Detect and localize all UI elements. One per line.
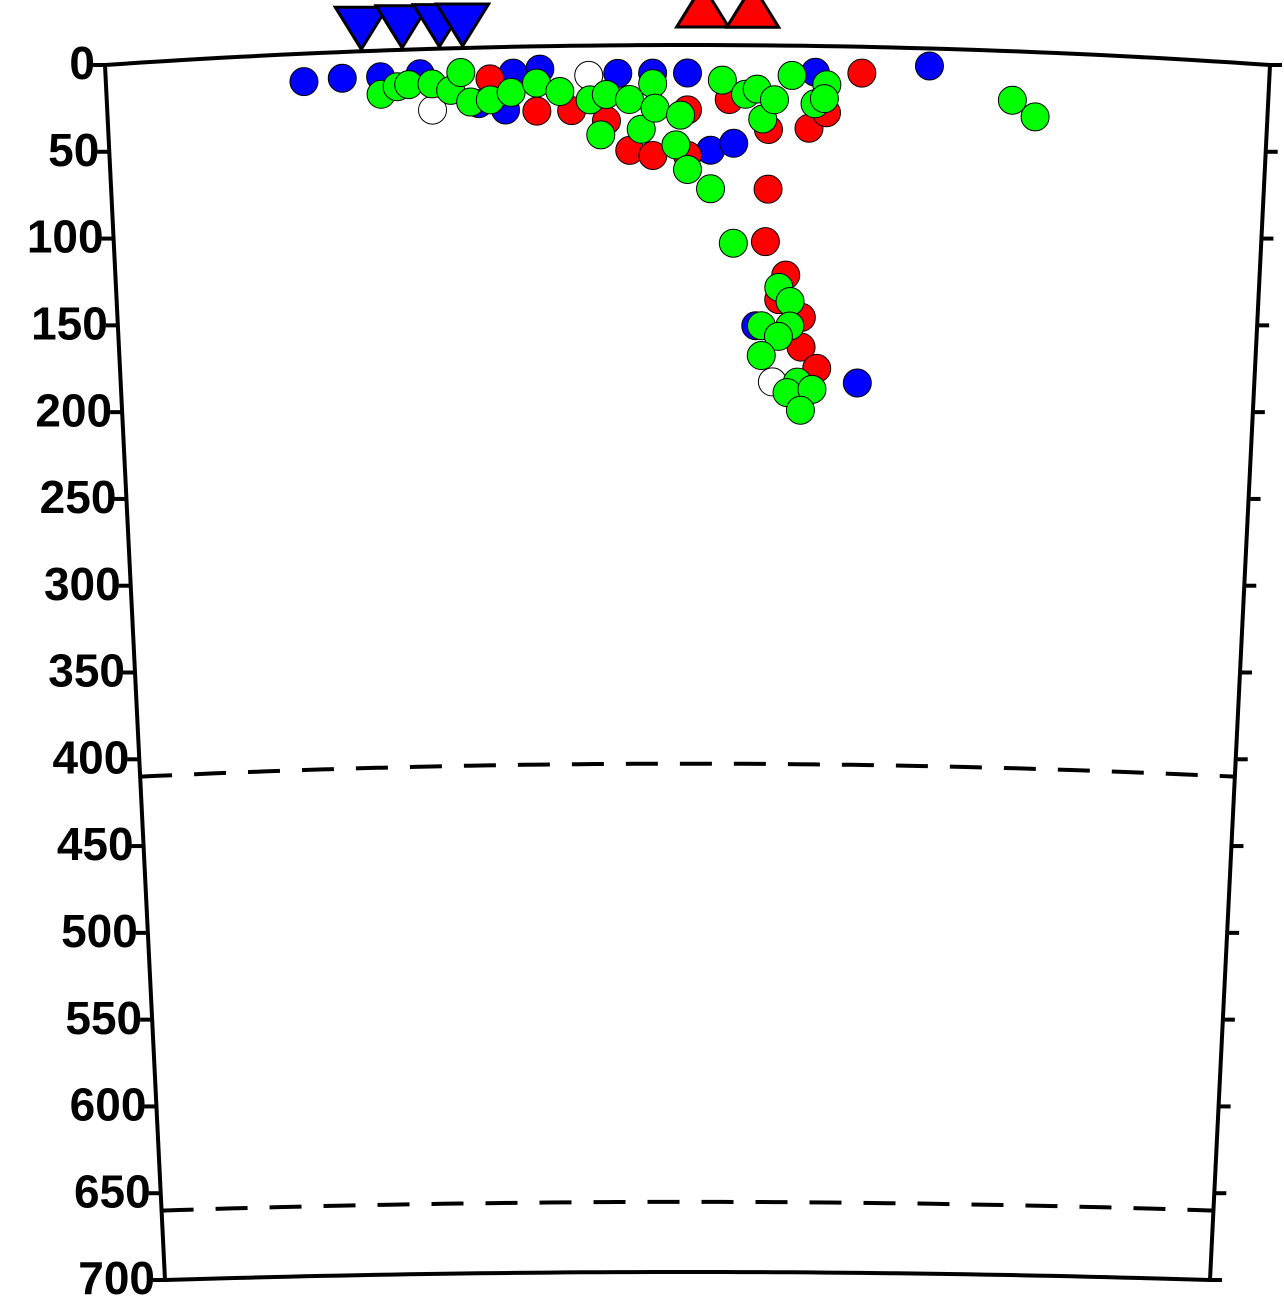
y-tick-label: 250: [40, 471, 117, 523]
point: [707, 65, 737, 95]
y-tick-label: 300: [44, 558, 121, 610]
reference-line: [161, 1199, 1214, 1213]
point: [661, 130, 691, 160]
point: [673, 58, 702, 88]
y-tick-label: 0: [69, 37, 95, 89]
y-tick-label: 350: [48, 645, 125, 697]
y-tick-label: 450: [57, 818, 134, 870]
point: [545, 77, 575, 107]
station-marker: [332, 5, 390, 53]
y-tick-label: 700: [78, 1252, 155, 1304]
point: [775, 286, 805, 316]
point: [759, 85, 789, 115]
point: [327, 63, 357, 93]
point: [719, 128, 749, 158]
point: [997, 85, 1027, 115]
reference-line: [140, 761, 1235, 779]
point: [615, 85, 645, 115]
point: [446, 58, 476, 88]
y-tick-label: 150: [31, 298, 108, 350]
point: [626, 114, 656, 144]
y-tick-label: 550: [65, 992, 142, 1044]
frame-top: [104, 43, 1271, 67]
point: [586, 120, 616, 150]
point: [847, 58, 877, 88]
y-tick-label: 100: [27, 211, 104, 263]
point: [914, 51, 944, 81]
point: [753, 174, 783, 204]
point: [496, 77, 526, 107]
point: [666, 100, 696, 130]
point: [673, 154, 702, 184]
y-tick-label: 400: [53, 731, 130, 783]
point: [785, 395, 815, 425]
y-tick-label: 200: [35, 384, 112, 436]
y-tick-label: 600: [70, 1079, 147, 1131]
station-marker: [433, 2, 492, 49]
y-tick-label: 50: [48, 124, 99, 176]
station-marker: [724, 0, 782, 29]
point: [522, 96, 552, 126]
point: [1020, 102, 1050, 132]
point: [640, 93, 670, 123]
point: [638, 69, 668, 99]
y-tick-label: 500: [61, 905, 138, 957]
point: [696, 174, 726, 204]
point: [289, 67, 319, 97]
point: [763, 321, 793, 351]
point: [718, 228, 748, 258]
point: [777, 60, 807, 90]
point: [809, 84, 839, 114]
point: [746, 341, 776, 371]
y-tick-label: 650: [74, 1165, 151, 1217]
station-marker: [373, 4, 431, 51]
point: [842, 368, 872, 398]
station-marker: [673, 0, 732, 29]
point: [750, 227, 780, 257]
frame-bottom: [164, 1270, 1211, 1282]
